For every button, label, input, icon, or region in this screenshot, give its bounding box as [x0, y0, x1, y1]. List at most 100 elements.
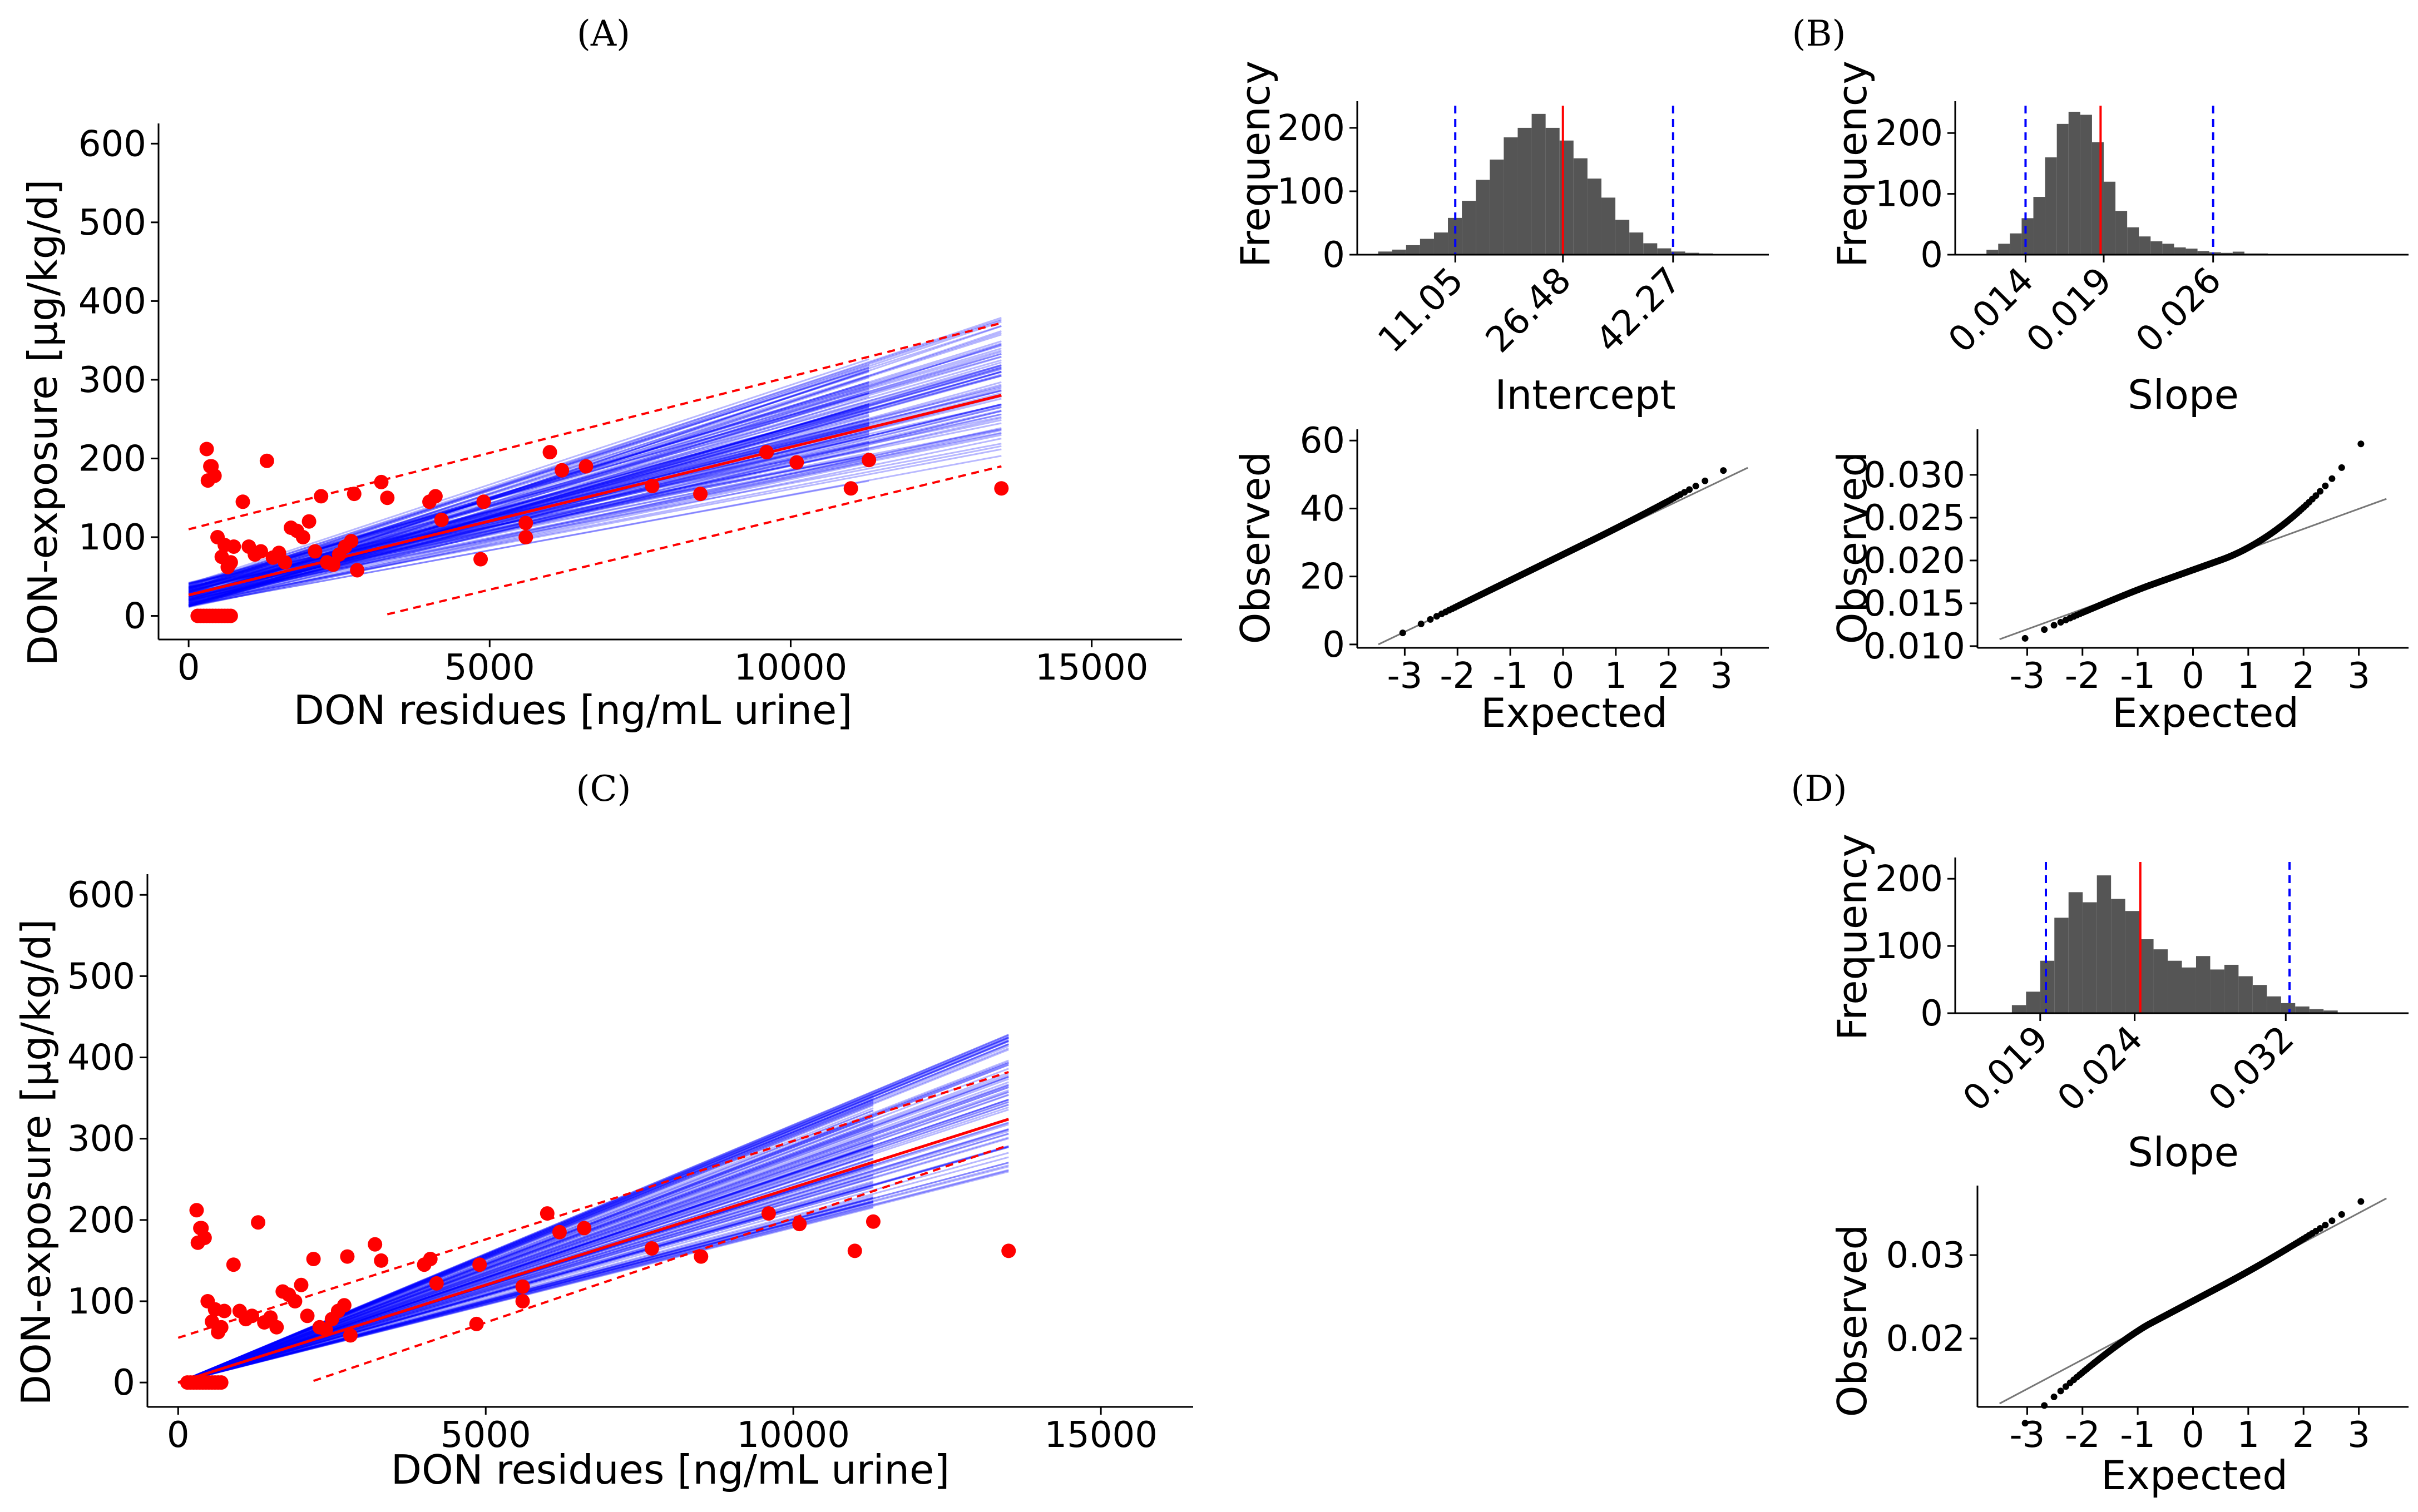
data-point — [473, 552, 488, 567]
histogram-bar — [2150, 241, 2163, 255]
panel-a-marks — [188, 316, 1009, 623]
histogram-bar — [1545, 127, 1560, 255]
bootstrap-line — [188, 403, 869, 606]
panel-b-slope-qq-points — [1999, 440, 2387, 642]
y-tick-label: 300 — [67, 1119, 135, 1160]
bootstrap-line — [188, 410, 1002, 607]
data-point — [278, 555, 293, 570]
y-tick-label: 200 — [67, 1200, 135, 1241]
bootstrap-line — [188, 374, 869, 591]
y-tick-label: 0.02 — [1886, 1318, 1966, 1360]
histogram-bar — [1657, 248, 1672, 255]
bootstrap-line — [188, 456, 869, 604]
y-tick-label: 0 — [123, 596, 146, 637]
bootstrap-line — [177, 1130, 1009, 1384]
panel-c-y-axis-title: DON-exposure [µg/kg/d] — [13, 919, 60, 1405]
histogram-bar — [2127, 227, 2139, 255]
data-point — [200, 473, 215, 488]
bootstrap-line — [177, 1102, 874, 1384]
bootstrap-line — [188, 423, 869, 592]
bootstrap-line — [188, 374, 1002, 586]
bootstrap-line — [177, 1174, 874, 1384]
y-tick-label: 300 — [78, 360, 146, 401]
x-tick-label: 2 — [2292, 1415, 2315, 1456]
bootstrap-line — [177, 1169, 1009, 1384]
data-point — [214, 1320, 229, 1335]
qq-point — [2317, 1225, 2324, 1232]
histogram-bar — [1531, 113, 1546, 255]
panel-d-slope-qq-y-title: Observed — [1829, 1225, 1876, 1417]
panel-b-intercept-qq-y-title: Observed — [1232, 452, 1279, 644]
bootstrap-line — [188, 433, 869, 598]
data-point — [694, 1249, 709, 1264]
x-tick-label: -2 — [1440, 656, 1475, 697]
data-point — [843, 481, 858, 496]
data-point — [203, 459, 218, 474]
histogram-bar — [2295, 1006, 2310, 1013]
bootstrap-line — [188, 366, 1002, 589]
histogram-bar — [2056, 123, 2069, 255]
bootstrap-line — [188, 325, 1002, 601]
bootstrap-line — [177, 1103, 874, 1384]
bootstrap-line — [188, 349, 1002, 588]
histogram-bar — [2068, 111, 2080, 255]
histogram-bar — [1573, 158, 1588, 255]
x-tick-label: 5000 — [444, 647, 535, 688]
bootstrap-line — [188, 371, 869, 592]
histogram-bar — [1559, 140, 1574, 255]
bootstrap-line — [188, 406, 869, 606]
qq-point — [2357, 1198, 2365, 1205]
data-point — [226, 1257, 241, 1272]
histogram-bar — [2323, 1010, 2338, 1013]
histogram-bar — [2209, 252, 2221, 255]
data-point — [1001, 1243, 1016, 1258]
bootstrap-line — [188, 388, 869, 599]
panel-b-slope-y-title: Frequency — [1829, 61, 1876, 267]
bootstrap-line — [188, 321, 1002, 595]
histogram-bar — [1643, 243, 1658, 255]
bootstrap-line — [188, 406, 869, 584]
bootstrap-line — [177, 1128, 1009, 1384]
qq-point — [2338, 464, 2345, 471]
data-point — [193, 1221, 208, 1236]
histogram-bar — [2139, 939, 2154, 1013]
x-tick-label: 15000 — [1035, 647, 1149, 688]
data-point — [476, 494, 491, 509]
histogram-bar — [1433, 232, 1448, 255]
data-point — [259, 453, 274, 468]
qq-point — [1399, 629, 1406, 637]
bootstrap-line — [188, 416, 1002, 584]
bootstrap-line — [177, 1100, 1009, 1384]
data-point — [518, 530, 533, 544]
bootstrap-line — [177, 1146, 874, 1384]
bootstrap-line — [177, 1094, 1009, 1384]
data-point — [306, 1252, 321, 1266]
histogram-bar — [2224, 964, 2239, 1013]
data-point — [251, 1215, 266, 1230]
histogram-bar — [2221, 252, 2233, 255]
bootstrap-line — [188, 319, 1002, 590]
data-point — [318, 1322, 333, 1337]
bootstrap-line — [188, 351, 1002, 597]
bootstrap-line — [177, 1089, 1009, 1384]
qq-point — [2050, 622, 2058, 629]
x-tick-label: -1 — [2120, 656, 2155, 697]
bootstrap-line — [177, 1146, 1009, 1384]
y-tick-label: 0 — [1920, 235, 1943, 276]
y-tick-label: 500 — [67, 956, 135, 997]
qq-point — [2021, 1420, 2029, 1427]
x-tick-label: 1 — [2237, 1415, 2259, 1456]
data-point — [350, 563, 365, 578]
data-point — [555, 463, 570, 478]
panel-c-marks — [177, 1034, 1016, 1390]
x-tick-label: 0 — [167, 1415, 190, 1456]
panel-b-intercept-qq-points — [1378, 467, 1748, 646]
y-tick-label: 0 — [1920, 993, 1943, 1034]
bootstrap-line — [188, 369, 869, 601]
histogram-bar — [2103, 181, 2116, 255]
y-tick-label: 100 — [78, 517, 146, 558]
bootstrap-line — [177, 1099, 874, 1384]
y-tick-label: 0.020 — [1863, 541, 1965, 582]
histogram-bar — [2196, 956, 2211, 1013]
